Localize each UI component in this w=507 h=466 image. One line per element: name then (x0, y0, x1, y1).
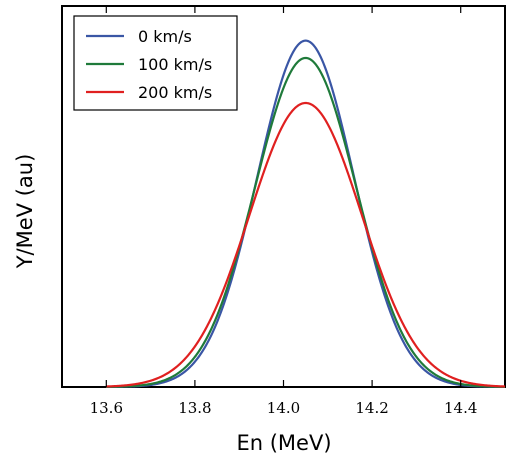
legend-label-2: 100 km/s (138, 55, 212, 74)
series-line-1 (106, 39, 506, 389)
x-tick-label: 14.4 (444, 399, 477, 417)
y-axis-label: Y/MeV (au) (13, 154, 37, 270)
series-line-3 (106, 101, 506, 388)
legend-label-3: 200 km/s (138, 83, 212, 102)
x-axis-label: En (MeV) (236, 431, 331, 455)
x-tick-label: 13.6 (90, 399, 123, 417)
x-tick-label: 13.8 (178, 399, 211, 417)
legend: 0 km/s 100 km/s 200 km/s (73, 15, 238, 111)
x-tick-label: 14.2 (355, 399, 388, 417)
series-layer (106, 39, 506, 389)
x-ticks: 13.6 13.8 14.0 14.2 14.4 (90, 6, 477, 417)
series-line-2 (106, 56, 506, 388)
legend-label-1: 0 km/s (138, 27, 192, 46)
x-tick-label: 14.0 (267, 399, 300, 417)
